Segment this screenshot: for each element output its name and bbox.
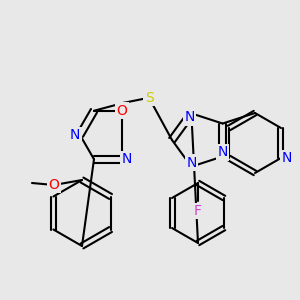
Text: S: S <box>145 91 153 105</box>
Text: O: O <box>49 178 59 192</box>
Text: N: N <box>186 156 197 170</box>
Text: N: N <box>218 146 228 160</box>
Text: F: F <box>194 204 202 218</box>
Text: N: N <box>184 110 194 124</box>
Text: N: N <box>282 151 292 165</box>
Text: N: N <box>122 152 132 166</box>
Text: O: O <box>117 104 128 118</box>
Text: N: N <box>70 128 80 142</box>
